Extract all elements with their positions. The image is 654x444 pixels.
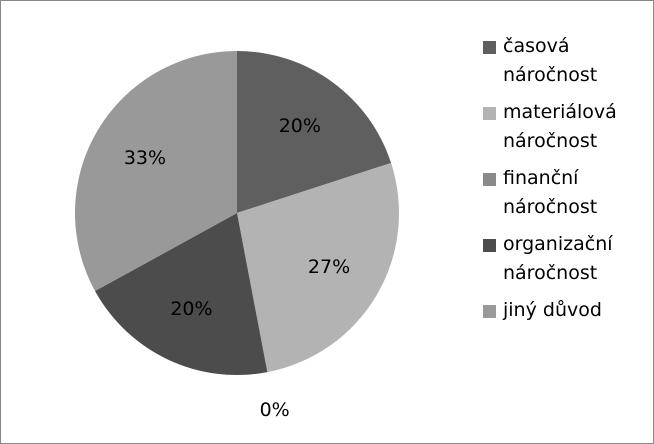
pie-slice [74,51,237,292]
data-label: 20% [279,115,321,137]
legend-swatch [483,173,496,186]
data-label: 0% [260,399,290,421]
legend-item: finanční náročnost [483,164,648,230]
legend-item: časová náročnost [483,32,648,98]
pie-slice [95,213,268,375]
data-label: 33% [124,147,166,169]
pie-slice [237,162,400,373]
legend-label: finanční náročnost [503,167,598,218]
legend-swatch [483,107,496,120]
legend-item: materiálová náročnost [483,98,648,164]
legend-swatch [483,305,496,318]
legend-label: jiný důvod [503,299,602,321]
data-label: 20% [170,298,212,320]
legend-label: materiálová náročnost [503,101,617,152]
data-label: 27% [308,256,350,278]
legend-label: organizační náročnost [503,233,613,284]
legend-item: jiný důvod [483,296,648,328]
legend-item: organizační náročnost [483,230,648,296]
legend-swatch [483,239,496,252]
legend: časová náročnost materiálová náročnost fin… [483,32,648,328]
legend-swatch [483,41,496,54]
legend-label: časová náročnost [503,35,598,86]
pie-slice [237,51,392,213]
